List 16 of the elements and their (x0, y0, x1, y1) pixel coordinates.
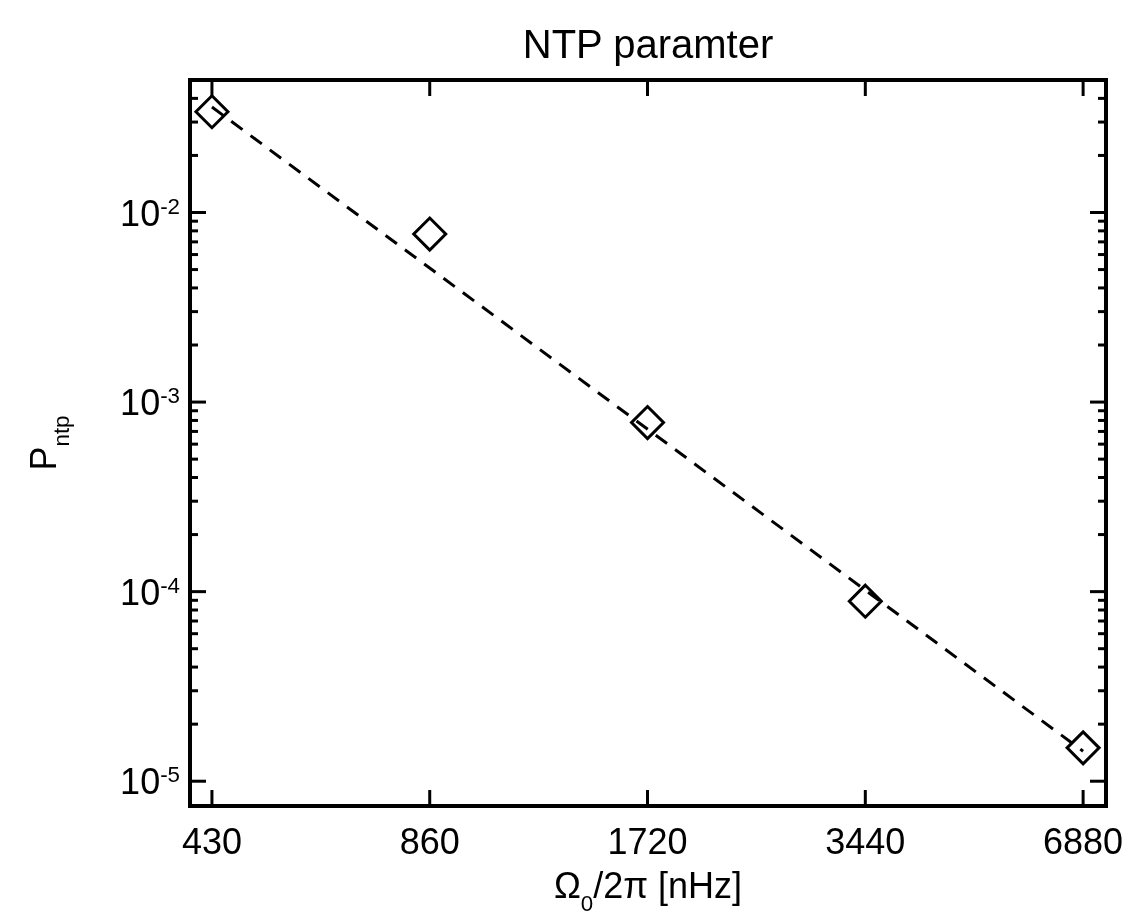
point (412, 216, 448, 252)
y-tick-label: 10$^{-5}$ (120, 761, 180, 803)
x-tick-label: 430 (181, 821, 242, 862)
x-tick-label: 1720 (607, 821, 688, 862)
y-tick-label: 10$^{-2}$ (120, 192, 180, 234)
point (847, 583, 883, 619)
x-tick-label: 3440 (825, 821, 906, 862)
point (194, 94, 230, 130)
y-tick-label: 10$^{-4}$ (120, 571, 180, 613)
point (630, 405, 666, 441)
x-tick-label: 860 (399, 821, 460, 862)
x-axis-title: Ω$_{0}$/2π [nHz] (553, 865, 743, 916)
x-tick-label: 6880 (1043, 821, 1124, 862)
chart-title: NTP paramter (522, 22, 774, 66)
point (1065, 730, 1101, 766)
y-tick-label: 10$^{-3}$ (120, 382, 180, 424)
